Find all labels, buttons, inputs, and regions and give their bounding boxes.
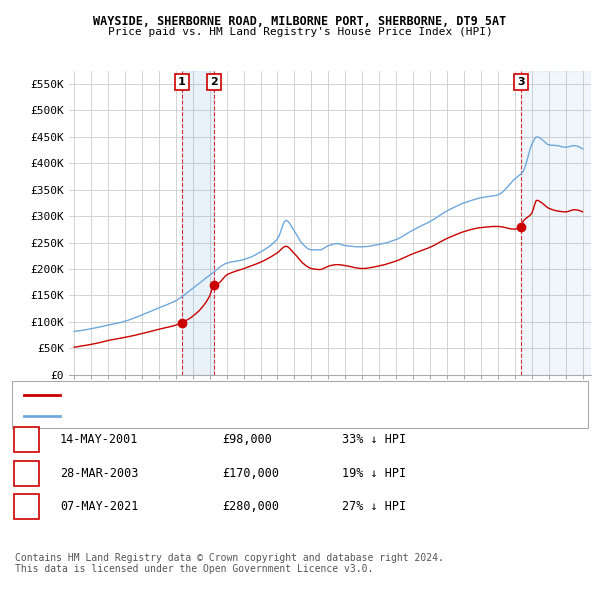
- Text: 2: 2: [23, 467, 30, 480]
- Text: £170,000: £170,000: [222, 467, 279, 480]
- Text: £98,000: £98,000: [222, 433, 272, 446]
- Text: Price paid vs. HM Land Registry's House Price Index (HPI): Price paid vs. HM Land Registry's House …: [107, 27, 493, 37]
- Text: 07-MAY-2021: 07-MAY-2021: [60, 500, 139, 513]
- Text: WAYSIDE, SHERBORNE ROAD, MILBORNE PORT, SHERBORNE, DT9 5AT: WAYSIDE, SHERBORNE ROAD, MILBORNE PORT, …: [94, 15, 506, 28]
- Text: 28-MAR-2003: 28-MAR-2003: [60, 467, 139, 480]
- Text: 1: 1: [178, 77, 186, 87]
- Text: 3: 3: [517, 77, 525, 87]
- Text: 27% ↓ HPI: 27% ↓ HPI: [342, 500, 406, 513]
- Bar: [521, 71, 591, 375]
- Text: Contains HM Land Registry data © Crown copyright and database right 2024.
This d: Contains HM Land Registry data © Crown c…: [15, 553, 444, 575]
- Text: £280,000: £280,000: [222, 500, 279, 513]
- Text: 3: 3: [23, 500, 30, 513]
- Text: 1: 1: [23, 433, 30, 446]
- Text: 33% ↓ HPI: 33% ↓ HPI: [342, 433, 406, 446]
- Text: 19% ↓ HPI: 19% ↓ HPI: [342, 467, 406, 480]
- Text: HPI: Average price, detached house, Somerset: HPI: Average price, detached house, Some…: [69, 411, 344, 421]
- Text: 2: 2: [210, 77, 218, 87]
- Text: WAYSIDE, SHERBORNE ROAD, MILBORNE PORT, SHERBORNE, DT9 5AT (detached house: WAYSIDE, SHERBORNE ROAD, MILBORNE PORT, …: [69, 390, 532, 399]
- Bar: [182, 71, 214, 375]
- Text: 14-MAY-2001: 14-MAY-2001: [60, 433, 139, 446]
